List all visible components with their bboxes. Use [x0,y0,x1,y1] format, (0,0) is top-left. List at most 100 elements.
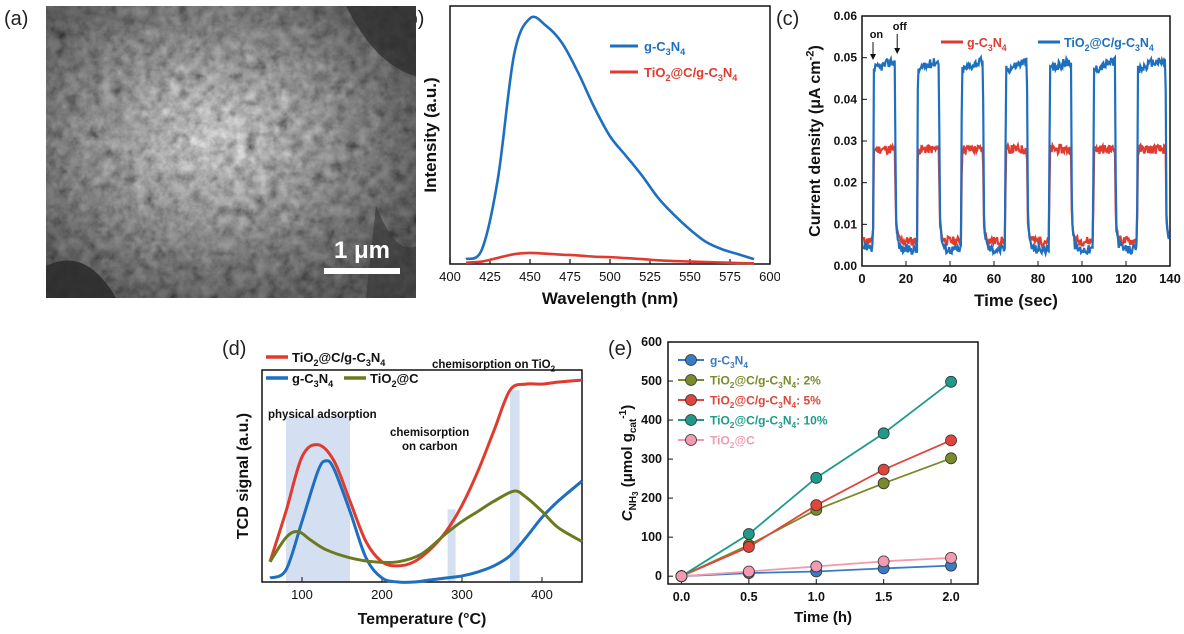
legend-marker-4 [685,434,697,446]
legend-label-0: g-C3N4 [710,354,748,371]
legend-label-1: TiO2@C/g-C3N4 [644,65,738,83]
x-tick-label: 0.0 [673,590,690,604]
data-point-4-1 [742,565,755,578]
x-tick-label: 300 [451,587,473,602]
legend-marker-3 [685,414,697,426]
x-tick-label: 1.5 [875,590,892,604]
x-tick-label: 400 [531,587,553,602]
y-tick-label: 200 [641,491,662,505]
shaded-region-0 [286,416,350,582]
x-tick-label: 475 [559,269,581,284]
x-tick-label: 140 [1159,271,1181,286]
data-point-1-3 [877,477,890,490]
x-tick-label: 20 [899,271,913,286]
y-axis-label: Current density (μA cm-2) [805,45,824,237]
x-tick-label: 120 [1115,271,1137,286]
panel-label-c: (c) [776,8,800,30]
y-tick-label: 0 [655,569,662,583]
data-point-3-4 [945,375,957,388]
y-tick-label: 300 [641,452,662,466]
arrowhead-on [870,54,876,60]
x-tick-label: 400 [439,269,461,284]
chart-d: 100 200 300 400 Temperature (°C) TCD signal (… [235,350,583,628]
y-tick-label: 0.06 [834,9,858,23]
x-tick-label: 80 [1031,271,1045,286]
y-tick-label: 0.05 [834,51,858,65]
y-tick-label: 500 [641,374,662,388]
legend-marker-0 [685,354,697,366]
x-tick-label: 500 [599,269,621,284]
plot-frame [667,341,979,585]
data-point-1-4 [945,452,957,465]
legend-label-2: TiO2@C [370,371,419,389]
x-tick-label: 100 [291,587,313,602]
y-tick-label: 400 [641,413,662,427]
x-tick-label: 0.5 [740,590,757,604]
annotation-physical-adsorption: physical adsorption [268,409,377,421]
x-axis-label: Temperature (°C) [358,611,487,628]
x-tick-label: 100 [1071,271,1093,286]
annotation-chemisorption-tio2: chemisorption on TiO2 [432,359,556,373]
data-point-3-1 [742,528,755,540]
legend-label-0: TiO2@C/g-C3N4 [292,350,386,368]
x-tick-label: 200 [371,587,393,602]
legend-marker-2 [685,394,697,406]
y-axis-label: CNH3 (μmol gcat-1) [618,405,640,521]
x-axis-label: Wavelength (nm) [542,289,678,308]
y-tick-label: 600 [641,335,662,349]
x-tick-label: 550 [679,269,701,284]
x-axis-label: Time (sec) [974,291,1058,310]
chart-b: 400 425 450 475 500 525 550 575 600 Wavelength (n… [421,5,780,308]
y-tick-label: 0.03 [834,134,858,148]
data-point-4-2 [810,560,823,573]
sem-image: 1 μm [46,6,416,298]
chart-e: 0.0 0.5 1.0 1.5 2.0 0 100 200 300 400 500 600 Time (… [618,335,979,626]
legend-label-2: TiO2@C/g-C3N4: 5% [710,394,821,411]
series-line-1 [465,251,755,265]
x-tick-label: 600 [759,269,780,284]
x-tick-label: 40 [943,271,957,286]
panel-label-d: (d) [222,338,247,360]
series-line-1 [862,54,1170,258]
annotation-chemisorption: chemisorption [390,427,469,439]
plot-frame [861,15,1171,267]
x-tick-label: 1.0 [808,590,825,604]
legend-label-1: TiO2@C/g-C3N4: 2% [710,374,821,391]
series-line-0 [268,378,583,568]
x-tick-label: 450 [519,269,541,284]
x-tick-label: 60 [987,271,1001,286]
legend-label-3: TiO2@C/g-C3N4: 10% [710,414,828,431]
y-tick-label: 100 [641,530,662,544]
data-point-4-3 [877,555,890,568]
x-tick-label: 575 [719,269,741,284]
y-axis-label: Intensity (a.u.) [421,77,440,192]
annotation-off: off [893,21,907,33]
legend-label-0: g-C3N4 [967,36,1007,53]
legend-label-4: TiO2@C [710,434,755,451]
x-tick-label: 2.0 [942,590,959,604]
arrowhead-off [894,48,901,54]
x-tick-label: 425 [479,269,501,284]
scale-bar-label: 1 μm [334,237,390,264]
legend-label-0: g-C3N4 [644,39,686,57]
data-point-2-1 [742,541,755,553]
y-tick-label: 0.04 [834,92,858,106]
data-point-2-2 [810,499,823,512]
x-tick-label: 0 [858,271,865,286]
data-point-2-4 [945,434,957,447]
scale-bar [324,268,400,274]
data-point-4-0 [675,570,688,583]
legend-marker-1 [685,374,697,386]
y-axis-label: TCD signal (a.u.) [235,413,252,539]
shaded-region-1 [447,509,456,582]
x-axis-label: Time (h) [794,609,852,626]
shaded-region-2 [510,390,520,582]
y-tick-label: 0.01 [834,217,858,231]
series-line-2 [268,489,583,565]
panel-label-a: (a) [4,8,29,30]
data-point-2-3 [877,463,890,476]
y-tick-label: 0.00 [834,259,858,273]
annotation-on: on [870,29,884,41]
panel-label-e: (e) [608,338,633,360]
series-line-0 [465,15,755,261]
